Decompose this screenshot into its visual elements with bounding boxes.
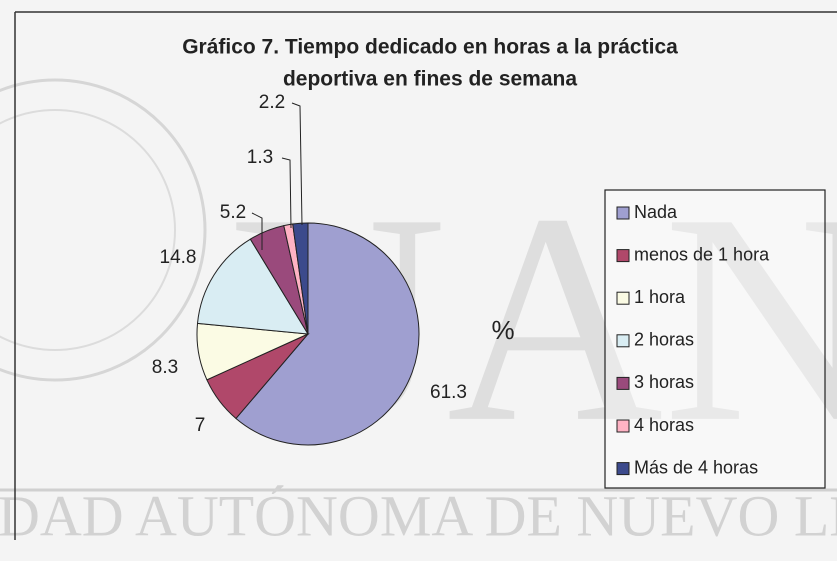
chart-title: Gráfico 7. Tiempo dedicado en horas a la… <box>182 36 678 59</box>
legend-label: Más de 4 horas <box>634 457 758 477</box>
legend-label: Nada <box>634 202 678 222</box>
leader-line <box>251 212 263 250</box>
data-label: 5.2 <box>220 202 246 223</box>
chart-title: deportiva en fines de semana <box>283 68 577 91</box>
data-label: 7 <box>195 415 206 436</box>
legend-swatch <box>616 376 630 390</box>
pie-slice <box>292 222 309 335</box>
pie-slice <box>235 222 420 446</box>
legend-swatch <box>616 206 630 220</box>
data-label: 8.3 <box>152 357 178 378</box>
legend-swatch <box>616 291 630 305</box>
legend <box>604 189 826 489</box>
legend-label: 4 horas <box>634 415 694 435</box>
data-label: 61.3 <box>430 382 467 403</box>
data-label: 1.3 <box>247 147 273 168</box>
legend-label: menos de 1 hora <box>634 244 770 264</box>
legend-swatch <box>616 462 630 476</box>
unit-label: % <box>491 315 514 345</box>
seal <box>0 78 207 382</box>
leader-line <box>281 157 292 229</box>
legend-swatch <box>616 334 630 348</box>
legend-label: 3 horas <box>634 372 694 392</box>
leader-line <box>291 102 303 226</box>
pie-slice <box>196 238 309 335</box>
seal <box>0 109 176 351</box>
legend-swatch <box>616 419 630 433</box>
legend-swatch <box>616 249 630 263</box>
data-label: 2.2 <box>259 92 285 113</box>
legend-label: 1 hora <box>634 287 686 307</box>
data-label: 14.8 <box>160 247 197 268</box>
watermark-bottom: DAD AUTÓNOMA DE NUEVO LEO <box>0 483 837 548</box>
legend-label: 2 horas <box>634 330 694 350</box>
